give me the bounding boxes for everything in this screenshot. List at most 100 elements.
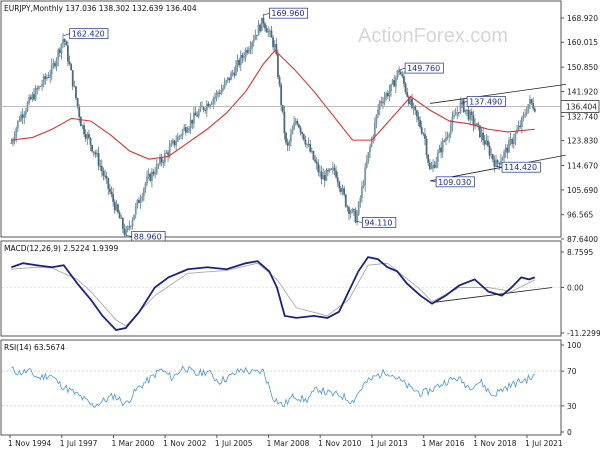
price-candle-body [333,167,336,171]
price-candle-body [47,77,50,79]
price-candle-body [75,86,77,99]
price-candle-body [81,125,84,127]
price-candle-body [152,171,155,175]
price-candle-body [435,161,438,168]
price-candle-body [155,164,158,174]
current-price-label: 136.404 [566,102,597,111]
price-candle-body [42,76,45,85]
price-candle-body [454,114,457,116]
price-candle-body [430,168,433,170]
price-candle-body [52,63,55,65]
price-candle-body [172,140,174,143]
price-candle-body [478,125,481,138]
price-candle-body [24,110,27,115]
price-candle-body [390,84,392,92]
rsi-y-axis: 100 70 30 0 [561,341,582,437]
price-candle-body [277,54,279,78]
price-candle-body [94,152,97,155]
rsi-tick-label: 30 [567,402,577,411]
price-candle-body [128,226,131,228]
price-candle-body [504,147,507,152]
price-candle-body [499,160,502,165]
price-candle-body [445,137,447,141]
price-candle-body [396,70,399,78]
price-y-axis: 168.920 160.015 150.850 141.920 132.740 123.8… [561,14,598,244]
price-annotation-box [501,161,541,173]
price-candle-body [514,133,517,140]
x-tick-label: 1 Nov 2010 [318,439,361,448]
price-candle-body [268,30,271,32]
price-candle-body [475,123,478,126]
price-candle-body [226,77,229,81]
price-candle-body [461,99,463,102]
price-candle-body [18,120,21,122]
price-annotation: 88.960 [134,232,162,241]
price-candle-body [411,98,413,108]
price-annotation: 114.420 [504,163,537,172]
price-candle-body [23,114,26,118]
price-candle-body [488,145,491,156]
price-candle-body [178,136,181,137]
x-tick-label: 1 Nov 1994 [8,439,51,448]
price-candle-body [323,174,326,181]
price-candle-body [406,91,409,97]
price-candle-body [133,214,136,220]
price-candle-body [491,154,494,160]
price-candle-body [283,111,286,133]
price-candle-body [105,176,108,179]
price-candle-body [184,127,187,133]
price-candle-body [176,136,179,142]
price-candle-body [88,134,90,138]
price-candle-body [34,88,37,100]
price-candle-body [391,80,394,85]
current-price-badge [560,100,600,113]
price-tick-label: 87.6400 [567,235,598,244]
price-candle-body [58,49,61,54]
price-candle-body [364,167,367,186]
price-candle-body [449,125,452,135]
price-candle-body [509,138,512,141]
price-candle-body [457,112,460,113]
price-candle-body [409,98,412,105]
price-candle-body [41,84,43,87]
price-candle-body [79,117,82,127]
price-candle-body [165,152,168,154]
price-candle-body [142,188,145,197]
price-panel: EURJPY,Monthly 137.036 138.302 132.639 1… [0,0,600,242]
price-candle-body [118,212,121,219]
price-candle-body [149,173,152,181]
price-annotation: 169.960 [271,9,304,18]
price-candle-body [456,112,459,115]
price-candle-body [417,116,420,120]
price-candle-body [157,164,160,165]
price-candle-body [281,104,284,112]
price-candle-body [107,178,110,189]
price-candle-body [215,92,218,97]
price-candle-body [37,86,40,90]
macd-panel-frame [0,240,562,337]
price-candle-body [348,207,350,214]
price-candle-body [393,80,396,87]
price-candle-body [254,35,257,40]
price-candle-body [264,23,266,29]
price-candle-body [428,162,431,169]
price-candle-body [327,170,329,172]
price-candle-body [217,92,220,94]
price-candle-body [343,188,346,195]
price-candle-body [265,28,268,33]
macd-panel: MACD(12,26,9) 2.5224 1.9399 [0,240,562,337]
macd-tick-label: 0.00 [567,283,584,292]
price-candle-body [296,120,299,125]
price-candle-body [199,105,202,112]
price-candle-body [275,44,278,55]
price-candle-body [483,140,486,145]
price-candle-body [115,204,118,211]
price-candle-body [522,114,525,118]
price-candle-body [516,129,518,134]
price-candle-body [68,61,71,65]
price-candle-body [378,101,381,110]
price-candle-body [319,171,321,173]
price-candle-body [388,91,391,97]
price-candle-body [530,99,533,104]
